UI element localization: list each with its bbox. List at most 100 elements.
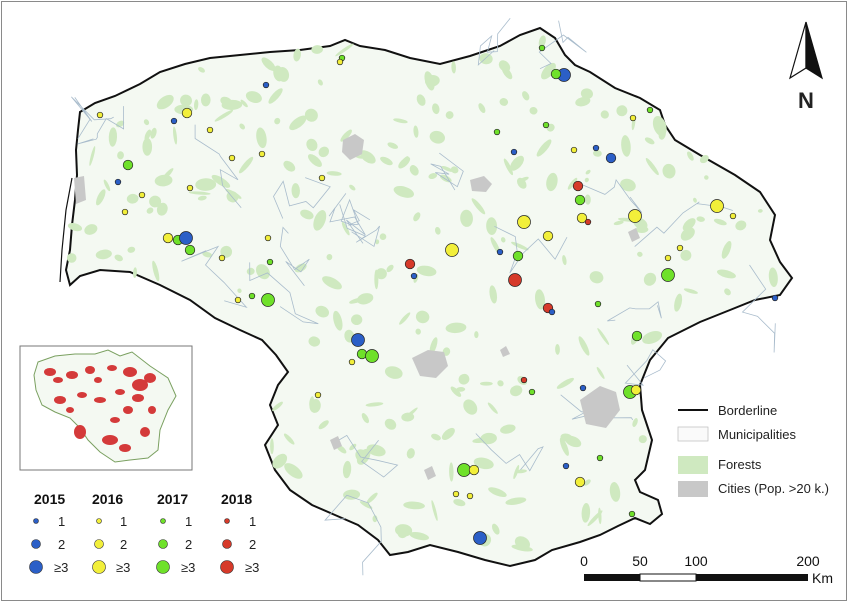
forest-patch xyxy=(284,463,303,479)
municipality-border xyxy=(333,434,399,478)
occurrence-point-2016 xyxy=(574,476,586,488)
forest-patch xyxy=(581,503,591,523)
forest-patch xyxy=(517,177,527,189)
forest-patch xyxy=(397,528,408,539)
occurrence-point-2017 xyxy=(184,244,196,256)
forest-patch xyxy=(413,212,421,222)
forest-patch xyxy=(366,492,378,504)
forest-patch xyxy=(315,305,330,318)
inset-highlight xyxy=(44,368,56,376)
forest-patch xyxy=(424,75,440,87)
city-kaunas xyxy=(412,350,448,378)
size-1-2015 xyxy=(33,518,39,524)
forest-patch xyxy=(637,251,643,257)
occurrence-point-2017 xyxy=(528,388,536,396)
forest-patch xyxy=(768,267,778,288)
forest-patch xyxy=(355,449,369,463)
forest-patch xyxy=(386,264,394,273)
occurrence-point-2015 xyxy=(179,231,193,245)
forest-patch xyxy=(326,171,342,176)
occurrence-point-2018 xyxy=(584,218,592,226)
forest-patch xyxy=(221,99,243,110)
forest-patch xyxy=(415,328,421,335)
forest-patch xyxy=(409,531,430,541)
forest-patch xyxy=(156,202,168,216)
occurrence-point-2016 xyxy=(186,184,194,192)
occurrence-point-2015 xyxy=(592,144,600,152)
size-2-2016 xyxy=(94,539,104,549)
municipality-border xyxy=(181,245,248,308)
forest-patch xyxy=(273,65,284,82)
legend-city-label: Cities (Pop. >20 k.) xyxy=(718,481,829,496)
inset-highlight xyxy=(66,407,74,413)
forest-patch xyxy=(479,381,493,386)
occurrence-point-2016 xyxy=(628,209,642,223)
legend-forest-label: Forests xyxy=(718,457,762,472)
occurrence-point-2015 xyxy=(170,117,178,125)
forest-patch xyxy=(486,217,498,235)
forest-patch xyxy=(652,115,667,137)
occurrence-point-2017 xyxy=(661,268,675,282)
size-3-label-d: ≥3 xyxy=(245,560,259,575)
year-2018-label: 2018 xyxy=(221,491,252,507)
occurrence-point-2016 xyxy=(96,111,104,119)
occurrence-point-2017 xyxy=(628,510,636,518)
inset-highlight-areas xyxy=(44,365,156,452)
scale-tick-0: 0 xyxy=(580,553,588,569)
forest-patch xyxy=(84,224,98,235)
forest-patch xyxy=(585,169,591,175)
occurrence-point-2015 xyxy=(562,462,570,470)
municipality-border xyxy=(741,264,776,353)
municipality-border xyxy=(279,226,310,287)
forest-patch xyxy=(149,195,162,208)
forest-patch xyxy=(393,185,415,198)
forest-patch xyxy=(202,251,213,258)
scale-tick-100: 100 xyxy=(684,553,708,569)
forest-patch xyxy=(291,183,300,199)
occurrence-point-2015 xyxy=(579,384,587,392)
forest-patch xyxy=(721,241,732,259)
occurrence-point-2016 xyxy=(314,391,322,399)
occurrence-point-2017 xyxy=(493,128,501,136)
forest-patch xyxy=(693,197,697,203)
forest-patch xyxy=(246,267,255,275)
occurrence-points xyxy=(96,44,779,545)
forest-patch xyxy=(644,137,655,145)
forest-patch xyxy=(361,413,370,424)
forest-patch xyxy=(584,177,589,183)
forest-patch xyxy=(616,105,628,117)
forest-patch xyxy=(117,151,124,160)
municipality-border xyxy=(607,301,662,322)
occurrence-point-2016 xyxy=(452,490,460,498)
occurrence-point-2017 xyxy=(646,106,654,114)
forest-patch xyxy=(562,255,567,266)
occurrence-point-2016 xyxy=(466,492,474,500)
forest-patch xyxy=(375,239,380,245)
forest-patch xyxy=(500,424,516,434)
forest-patch xyxy=(318,146,330,158)
inset-highlight xyxy=(74,425,86,439)
occurrence-point-2016 xyxy=(629,114,637,122)
forest-patch xyxy=(133,267,137,279)
forest-patch xyxy=(559,437,569,456)
forest-patch xyxy=(635,226,649,234)
size-3-2016 xyxy=(92,560,106,574)
occurrence-point-2017 xyxy=(594,300,602,308)
occurrence-point-2016 xyxy=(445,243,459,257)
inset-highlight xyxy=(54,396,66,404)
occurrence-point-2016 xyxy=(318,174,326,182)
forest-patch xyxy=(555,343,560,355)
legend-city-swatch xyxy=(678,481,708,497)
forest-patch xyxy=(757,209,763,213)
forest-patch xyxy=(146,207,154,214)
inset-highlight xyxy=(94,377,102,383)
occurrence-point-2017 xyxy=(248,292,256,300)
forest-patch xyxy=(478,103,486,114)
forest-patch xyxy=(274,117,281,125)
forest-patch xyxy=(445,111,454,120)
municipality-border xyxy=(273,177,331,219)
inset-highlight xyxy=(53,377,63,383)
forest-patch xyxy=(529,106,538,115)
forest-patch xyxy=(541,62,556,80)
forest-patch xyxy=(379,233,387,241)
